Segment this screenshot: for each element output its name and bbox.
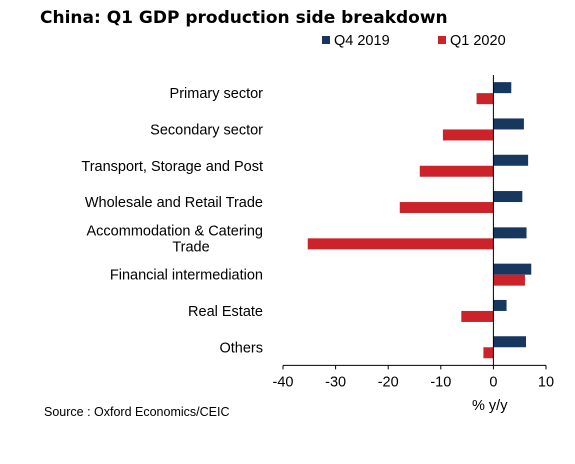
bar-q1-2020-7 (483, 347, 494, 359)
category-label-5: Financial intermediation (110, 268, 263, 284)
legend-label-0: Q4 2019 (334, 33, 390, 49)
legend-swatch-0 (322, 36, 330, 44)
category-label-7: Others (219, 340, 263, 356)
bar-q4-2019-2 (493, 154, 529, 166)
source-note: Source : Oxford Economics/CEIC (44, 405, 230, 419)
x-tick-label-1: -30 (325, 374, 346, 390)
bars (307, 82, 532, 359)
x-tick-label-2: -20 (378, 374, 399, 390)
legend: Q4 2019 Q1 2020 (322, 33, 506, 49)
x-tick-label-5: 10 (538, 374, 554, 390)
chart-title: China: Q1 GDP production side breakdown (40, 8, 448, 28)
bar-q1-2020-6 (461, 310, 494, 322)
x-tick-label-3: -10 (430, 374, 451, 390)
bar-q4-2019-6 (493, 299, 507, 311)
category-labels: Primary sector Secondary sector Transport,… (81, 86, 263, 356)
bar-q1-2020-1 (442, 129, 494, 141)
bar-q4-2019-7 (493, 336, 527, 348)
bar-q1-2020-4 (307, 238, 494, 250)
bar-q1-2020-3 (399, 202, 494, 214)
bar-q4-2019-0 (493, 82, 512, 94)
x-tick-label-4: 0 (489, 374, 497, 390)
x-axis-label: % y/y (472, 398, 508, 414)
x-tick-label-0: -40 (273, 374, 294, 390)
category-label-3: Wholesale and Retail Trade (85, 195, 263, 211)
category-label-1: Secondary sector (150, 122, 263, 138)
x-axis: -40 -30 -20 -10 0 10 % y/y (273, 75, 554, 414)
bar-q4-2019-3 (493, 191, 523, 203)
bar-q4-2019-4 (493, 227, 527, 239)
category-label-4-1: Trade (172, 239, 209, 255)
category-label-4-0: Accommodation & Catering (87, 223, 264, 239)
category-label-2: Transport, Storage and Post (81, 159, 263, 175)
category-label-0: Primary sector (170, 86, 264, 102)
legend-swatch-1 (438, 36, 446, 44)
bar-q1-2020-5 (493, 274, 525, 286)
bar-q4-2019-5 (493, 263, 532, 275)
category-label-6: Real Estate (188, 304, 263, 320)
bar-q4-2019-1 (493, 118, 524, 130)
legend-label-1: Q1 2020 (450, 33, 506, 49)
bar-q1-2020-0 (476, 93, 494, 105)
bar-q1-2020-2 (419, 165, 494, 177)
